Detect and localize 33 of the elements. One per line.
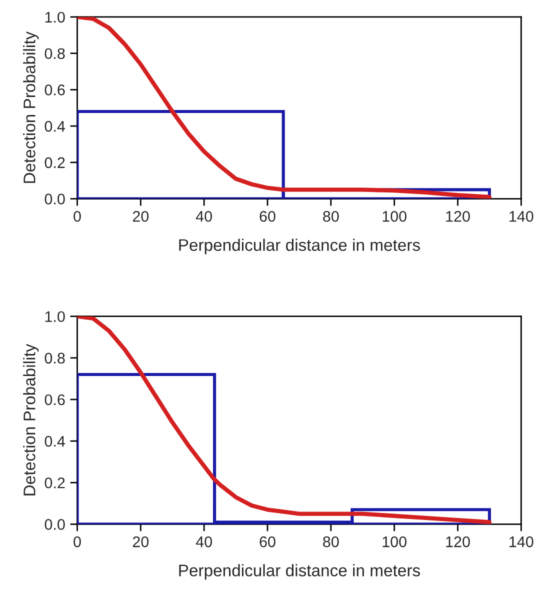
y-tick-label: 0.8 <box>44 48 65 60</box>
y-tick-label: 0.4 <box>44 120 65 132</box>
x-axis-title: Perpendicular distance in meters <box>179 238 420 254</box>
x-tick-label: 80 <box>323 536 339 548</box>
x-tick-label: 120 <box>446 536 470 548</box>
line-series <box>77 16 492 199</box>
x-axis-title: Perpendicular distance in meters <box>179 564 420 580</box>
y-axis-title: Detection Probability <box>23 344 39 496</box>
y-tick-label: 0.8 <box>44 352 65 364</box>
y-tick-label: 1.0 <box>45 12 65 23</box>
y-tick-label: 0.2 <box>44 477 65 488</box>
x-tick-label: 0 <box>74 210 81 222</box>
y-tick-label: 1.0 <box>45 311 65 322</box>
x-tick-label: 0 <box>74 536 81 548</box>
x-tick-label: 60 <box>260 210 276 222</box>
x-tick-label: 80 <box>323 210 339 222</box>
x-tick-label: 60 <box>260 536 276 548</box>
x-tick-label: 20 <box>132 536 149 548</box>
x-tick-label: 140 <box>510 210 534 222</box>
y-tick-label: 0.0 <box>44 519 65 530</box>
x-tick-label: 100 <box>382 536 406 548</box>
x-tick-label: 20 <box>132 210 149 222</box>
x-tick-label: 40 <box>196 536 212 548</box>
y-tick-label: 0.2 <box>44 157 65 168</box>
y-tick-label: 0.6 <box>44 394 65 406</box>
y-tick-label: 0.0 <box>44 194 65 204</box>
x-tick-label: 120 <box>446 210 470 222</box>
x-tick-label: 140 <box>510 536 534 548</box>
x-tick-label: 100 <box>382 210 406 222</box>
y-tick-label: 0.6 <box>44 84 65 96</box>
y-axis-title: Detection Probability <box>23 31 39 183</box>
y-tick-label: 0.4 <box>44 436 65 447</box>
x-tick-label: 40 <box>196 210 212 222</box>
